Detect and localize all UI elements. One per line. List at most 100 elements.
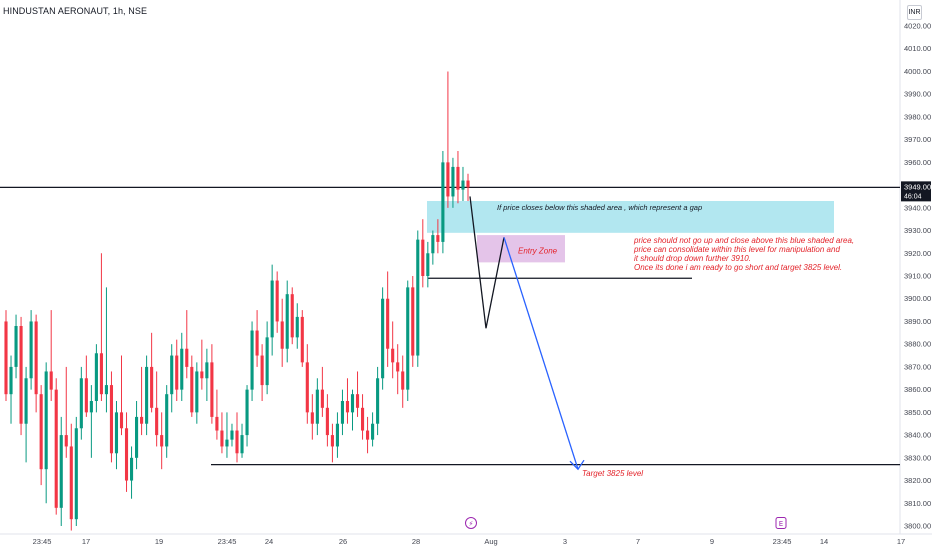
symbol-title: HINDUSTAN AERONAUT, 1h, NSE bbox=[3, 6, 148, 16]
candle-body bbox=[104, 385, 108, 395]
y-tick-label: 3990.00 bbox=[904, 90, 931, 99]
candle-body bbox=[275, 280, 279, 322]
y-tick-label: 3960.00 bbox=[904, 158, 931, 167]
candle-body bbox=[401, 371, 405, 390]
candle-body bbox=[185, 348, 189, 367]
candle-body bbox=[340, 401, 345, 424]
candle-body bbox=[129, 457, 134, 481]
entry-zone-label: Entry Zone bbox=[518, 246, 558, 255]
candle-body bbox=[119, 412, 124, 429]
candle-body bbox=[345, 401, 350, 413]
y-tick-label: 4010.00 bbox=[904, 44, 931, 53]
currency-badge[interactable]: INR bbox=[907, 5, 922, 20]
candle-body bbox=[69, 446, 73, 520]
candle-body bbox=[235, 430, 239, 454]
last-price-tag: 3949.00 46:04 bbox=[901, 181, 931, 202]
candle-body bbox=[371, 423, 375, 440]
time-axis[interactable]: 23:45 17 19 23:45 24 26 28 Aug 3 7 9 23:45 14 17 bbox=[33, 537, 906, 546]
candle-body bbox=[426, 253, 430, 276]
event-markers: ⚡ E bbox=[465, 517, 787, 529]
candle-body bbox=[160, 435, 164, 447]
candle-body bbox=[39, 394, 43, 470]
earnings-icon[interactable] bbox=[775, 517, 787, 529]
candle-body bbox=[320, 389, 324, 408]
target-label: Target 3825 level bbox=[582, 469, 643, 478]
candle-body bbox=[145, 366, 149, 424]
candle-body bbox=[150, 366, 154, 408]
candle-body bbox=[34, 321, 38, 395]
candle-body bbox=[265, 337, 269, 386]
candle-body bbox=[290, 294, 294, 338]
candle-body bbox=[165, 394, 169, 447]
entry-zone bbox=[477, 235, 565, 263]
candle-body bbox=[366, 430, 370, 440]
candle-body bbox=[416, 239, 420, 356]
candle-body bbox=[451, 166, 455, 197]
projection-arrowhead bbox=[569, 459, 585, 471]
candle-body bbox=[421, 239, 425, 276]
candle-body bbox=[9, 366, 13, 395]
candle-body bbox=[466, 180, 470, 188]
candle-body bbox=[44, 371, 48, 470]
candle-body bbox=[461, 180, 465, 190]
candle-body bbox=[59, 435, 63, 508]
strategy-note-line: price should not go up and close above t… bbox=[633, 236, 854, 245]
grid-lines bbox=[0, 0, 932, 535]
candle-body bbox=[285, 294, 289, 349]
y-tick-label: 3930.00 bbox=[904, 226, 931, 235]
candle-body bbox=[381, 298, 385, 379]
candle-body bbox=[74, 428, 78, 520]
candle-body bbox=[396, 362, 400, 372]
candle-body bbox=[190, 366, 194, 413]
candle-body bbox=[84, 378, 88, 413]
candle-body bbox=[255, 330, 259, 356]
candle-body bbox=[205, 362, 209, 379]
candle-body bbox=[270, 280, 274, 338]
lightning-icon[interactable] bbox=[465, 517, 477, 529]
x-tick-label: 7 bbox=[636, 537, 640, 546]
candle-body bbox=[325, 407, 329, 436]
candle-body bbox=[155, 407, 159, 436]
candle-body bbox=[49, 371, 53, 390]
candle-body bbox=[170, 355, 174, 395]
candle-body bbox=[109, 385, 114, 454]
strategy-note-line: price can consolidate within this level … bbox=[633, 245, 840, 254]
y-tick-label: 3940.00 bbox=[904, 203, 931, 212]
y-tick-label: 3860.00 bbox=[904, 385, 931, 394]
strategy-note-line: it should drop down further 3910. bbox=[634, 254, 751, 263]
y-tick-label: 3840.00 bbox=[904, 431, 931, 440]
last-price-value: 3949.00 bbox=[904, 182, 931, 191]
x-tick-label: 17 bbox=[897, 537, 905, 546]
candle-body bbox=[175, 355, 179, 390]
candle-body bbox=[79, 378, 83, 429]
x-tick-label: 23:45 bbox=[218, 537, 237, 546]
y-tick-label: 3820.00 bbox=[904, 476, 931, 485]
candle-body bbox=[4, 321, 8, 395]
candle-body bbox=[376, 378, 380, 424]
candle-body bbox=[180, 348, 184, 390]
last-price-badge bbox=[901, 181, 931, 202]
y-tick-label: 3870.00 bbox=[904, 362, 931, 371]
candle-body bbox=[99, 353, 103, 395]
candles bbox=[4, 71, 470, 531]
candle-body bbox=[280, 321, 284, 349]
price-axis[interactable]: 3800.00 3810.00 3820.00 3830.00 3840.00 3850.… bbox=[904, 22, 931, 531]
candle-body bbox=[446, 162, 450, 197]
earnings-icon-glyph: E bbox=[779, 520, 783, 528]
candle-body bbox=[406, 287, 410, 390]
x-tick-label: 17 bbox=[82, 537, 90, 546]
candle-body bbox=[54, 389, 58, 508]
blue-zone-note: If price closes below this shaded area ,… bbox=[497, 203, 702, 212]
candle-body bbox=[436, 235, 440, 242]
candle-body bbox=[245, 389, 249, 436]
y-tick-label: 3810.00 bbox=[904, 499, 931, 508]
y-tick-label: 3970.00 bbox=[904, 135, 931, 144]
y-tick-label: 3880.00 bbox=[904, 340, 931, 349]
blue-shaded-zone bbox=[427, 201, 834, 233]
x-tick-label: 23:45 bbox=[33, 537, 52, 546]
candle-body bbox=[441, 162, 445, 242]
candle-body bbox=[140, 416, 144, 424]
